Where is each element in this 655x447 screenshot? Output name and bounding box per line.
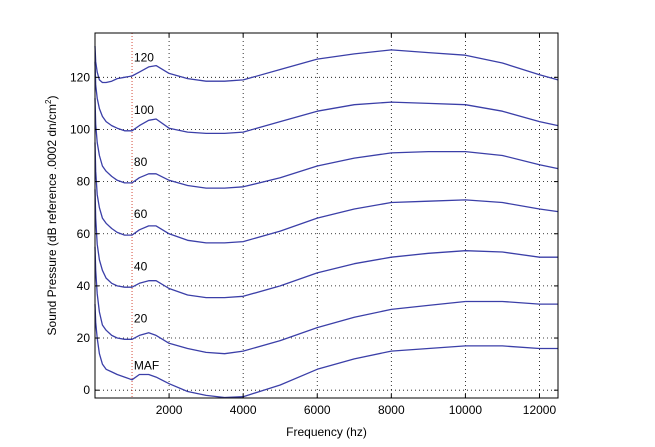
y-axis-ticks: 0 20 40 60 80 100 120: [70, 70, 558, 397]
plot-frame: [94, 32, 559, 399]
y-tick-label-120: 120: [70, 70, 90, 84]
series-layer: [94, 45, 559, 399]
curve-label-20: 20: [134, 311, 148, 325]
x-tick-label-6000: 6000: [304, 403, 331, 417]
x-tick-label-2000: 2000: [156, 403, 183, 417]
y-tick-label-0: 0: [83, 383, 90, 397]
y-axis-label-superscript: 2: [44, 99, 53, 104]
curve-80: [94, 98, 559, 189]
curve-label-40: 40: [134, 259, 148, 273]
curve-label-80: 80: [134, 155, 148, 169]
x-axis-ticks: 2000 4000 6000 8000 10000 12000: [156, 33, 557, 417]
curve-120: [94, 45, 559, 84]
x-tick-label-4000: 4000: [230, 403, 257, 417]
y-axis-label-close: ): [45, 96, 59, 100]
y-tick-label-60: 60: [77, 227, 91, 241]
curve-60: [94, 142, 559, 244]
curve-label-100: 100: [134, 103, 154, 117]
x-axis-label: Frequency (hz): [286, 425, 367, 439]
y-tick-label-100: 100: [70, 122, 90, 136]
curve-20: [94, 246, 558, 355]
x-tick-label-12000: 12000: [523, 403, 557, 417]
curve-label-maf: MAF: [134, 358, 159, 372]
y-axis-label-main: Sound Pressure (dB reference .0002 dn/cm: [45, 104, 59, 335]
curve-100: [94, 61, 559, 135]
x-tick-label-10000: 10000: [449, 403, 483, 417]
y-tick-label-40: 40: [77, 279, 91, 293]
x-tick-label-8000: 8000: [378, 403, 405, 417]
curve-maf: [94, 304, 558, 399]
curve-label-120: 120: [134, 51, 154, 65]
curve-labels: 120 100 80 60 40 20 MAF: [134, 51, 159, 373]
curve-label-60: 60: [134, 207, 148, 221]
y-tick-label-20: 20: [77, 331, 91, 345]
grid: [95, 33, 558, 398]
y-tick-label-80: 80: [77, 175, 91, 189]
curve-40: [94, 189, 558, 299]
y-axis-label: Sound Pressure (dB reference .0002 dn/cm…: [44, 96, 59, 336]
